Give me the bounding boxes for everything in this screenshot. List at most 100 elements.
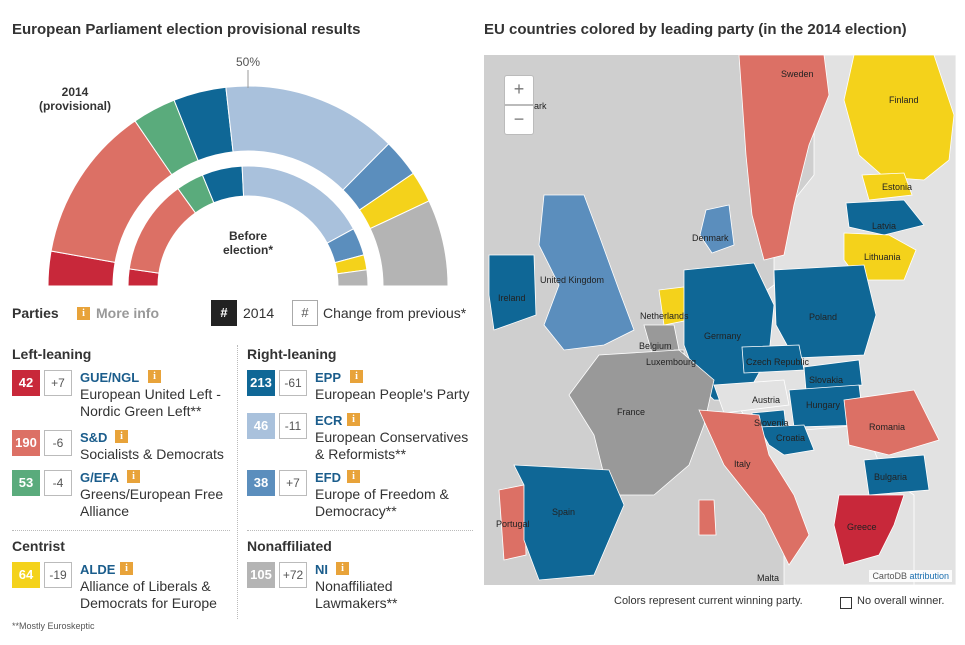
country-portugal[interactable]	[498, 484, 527, 561]
country-label-croatia: Croatia	[776, 433, 805, 443]
party-entry: 64 -19 ALDE i Alliance of Liberals & Democra…	[12, 562, 237, 611]
map-note: Colors represent current winning party.	[614, 595, 803, 607]
label-before: Before	[229, 229, 267, 243]
hemicycle-chart: 50% 2014 (provisional) Before election*	[39, 55, 449, 287]
country-label-netherlands: Netherlands	[640, 311, 689, 321]
country-label-hungary: Hungary	[806, 400, 841, 410]
party-abbreviation: GUE/NGL	[80, 370, 140, 385]
party-abbreviation: G/EFA	[80, 470, 120, 485]
party-seats-badge: 42	[12, 370, 40, 396]
party-full-name: Socialists & Democrats	[80, 446, 224, 462]
info-icon[interactable]: i	[77, 307, 90, 320]
parties-heading: Parties	[12, 305, 59, 321]
country-label-bulgaria: Bulgaria	[874, 472, 907, 482]
info-icon[interactable]: i	[120, 562, 133, 575]
info-icon[interactable]: i	[148, 370, 161, 383]
party-seats-badge: 38	[247, 470, 275, 496]
country-label-sweden: Sweden	[781, 69, 814, 79]
zoom-out-button[interactable]: −	[504, 105, 534, 135]
legend-2014-box: #	[211, 300, 237, 326]
party-full-name: Alliance of Liberals & Democrats for Eur…	[80, 578, 217, 611]
country-romania[interactable]	[843, 389, 940, 456]
country-poland[interactable]	[773, 264, 877, 359]
country-spain[interactable]	[513, 464, 625, 581]
country-label-finland: Finland	[889, 95, 919, 105]
party-full-name: European Conservatives & Reformists**	[315, 429, 469, 462]
country-greece[interactable]	[833, 494, 905, 566]
country-label-estonia: Estonia	[882, 182, 912, 192]
country-label-germany: Germany	[704, 331, 742, 341]
hemicycle-segment-before-ni[interactable]	[336, 269, 369, 287]
party-full-name: European People's Party	[315, 386, 470, 402]
country-uk[interactable]	[538, 194, 635, 351]
party-change-badge: -19	[44, 562, 72, 588]
country-label-romania: Romania	[869, 422, 905, 432]
left-panel-title: European Parliament election provisional…	[12, 21, 361, 38]
country-croatia[interactable]	[758, 424, 815, 456]
label-2014-sub: (provisional)	[39, 99, 111, 113]
country-denmark[interactable]	[699, 204, 735, 254]
group-nonaffiliated-heading: Nonaffiliated	[247, 538, 332, 554]
right-panel-title: EU countries colored by leading party (i…	[484, 21, 907, 38]
party-full-name: Nonaffiliated Lawmakers**	[315, 578, 398, 611]
legend-2014-label: 2014	[243, 305, 275, 321]
fifty-percent-label: 50%	[236, 55, 260, 69]
country-label-malta: Malta	[757, 573, 779, 583]
country-latvia[interactable]	[845, 199, 925, 236]
country-label-portugal: Portugal	[496, 519, 530, 529]
legend-row: Parties i More info # 2014 # Change from…	[12, 300, 472, 326]
party-seats-badge: 105	[247, 562, 275, 588]
party-entry: 42 +7 GUE/NGL i European United Left - Nordi…	[12, 370, 237, 419]
group-right-heading: Right-leaning	[247, 346, 337, 362]
legend-change-label: Change from previous*	[323, 305, 467, 321]
country-label-austria: Austria	[752, 395, 780, 405]
info-icon[interactable]: i	[127, 470, 140, 483]
party-seats-badge: 46	[247, 413, 275, 439]
label-before-sub: election*	[223, 243, 273, 257]
country-austria[interactable]	[713, 379, 790, 414]
country-label-poland: Poland	[809, 312, 837, 322]
zoom-in-button[interactable]: +	[504, 75, 534, 105]
country-italy[interactable]	[698, 409, 810, 566]
party-entry: 53 -4 G/EFA i Greens/European Free Alliance	[12, 470, 237, 519]
info-icon[interactable]: i	[347, 470, 360, 483]
info-icon[interactable]: i	[347, 413, 360, 426]
country-slovakia[interactable]	[803, 359, 863, 391]
map-canvas[interactable]: Sweden Finland Estonia Latvia Lithuania Denma…	[484, 55, 956, 585]
no-winner-swatch	[840, 597, 852, 609]
party-entry: 190 -6 S&D i Socialists & Democrats	[12, 430, 237, 478]
country-sardinia[interactable]	[698, 499, 717, 536]
party-change-badge: -11	[279, 413, 307, 439]
country-finland[interactable]	[843, 55, 955, 181]
eu-map[interactable]: Sweden Finland Estonia Latvia Lithuania Denma…	[484, 55, 956, 585]
country-france[interactable]	[568, 349, 715, 496]
info-icon[interactable]: i	[336, 562, 349, 575]
info-icon[interactable]: i	[115, 430, 128, 443]
group-divider-right	[247, 530, 473, 531]
party-abbreviation: ECR	[315, 413, 343, 428]
more-info-link[interactable]: More info	[96, 305, 159, 321]
country-label-czech: Czech Republic	[746, 357, 810, 367]
attribution-link[interactable]: attribution	[909, 571, 949, 581]
party-abbreviation: S&D	[80, 430, 108, 445]
party-abbreviation: EPP	[315, 370, 342, 385]
footnote: **Mostly Euroskeptic	[12, 621, 95, 631]
country-label-france: France	[617, 407, 645, 417]
country-sweden[interactable]	[738, 55, 830, 261]
country-estonia[interactable]	[861, 172, 913, 201]
country-label-luxembourg: Luxembourg	[646, 357, 696, 367]
country-label-uk: United Kingdom	[540, 275, 604, 285]
no-winner-label: No overall winner.	[857, 595, 945, 607]
country-ireland[interactable]	[488, 254, 537, 331]
country-label-denmark: Denmark	[692, 233, 729, 243]
party-full-name: European United Left - Nordic Green Left…	[80, 386, 221, 419]
party-seats-badge: 190	[12, 430, 40, 456]
party-full-name: Greens/European Free Alliance	[80, 486, 224, 519]
country-label-lithuania: Lithuania	[864, 252, 901, 262]
group-divider-left	[12, 530, 230, 531]
party-seats-badge: 64	[12, 562, 40, 588]
info-icon[interactable]: i	[350, 370, 363, 383]
country-bulgaria[interactable]	[863, 454, 930, 496]
hemicycle-segment-2014-ni[interactable]	[369, 200, 449, 287]
country-label-latvia: Latvia	[872, 221, 896, 231]
